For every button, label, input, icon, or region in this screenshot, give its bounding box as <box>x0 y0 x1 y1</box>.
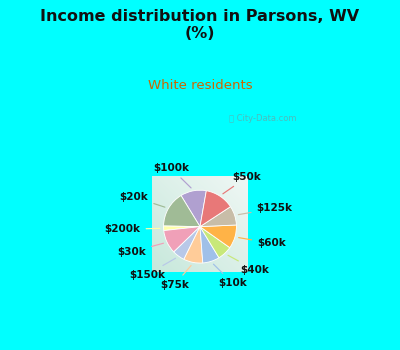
Wedge shape <box>200 206 236 227</box>
Text: $30k: $30k <box>118 243 164 257</box>
Text: $200k: $200k <box>105 224 160 234</box>
Text: ⓘ City-Data.com: ⓘ City-Data.com <box>229 114 296 123</box>
Wedge shape <box>174 227 200 259</box>
Text: $150k: $150k <box>129 258 176 280</box>
Wedge shape <box>200 227 219 263</box>
Text: $125k: $125k <box>238 203 292 215</box>
Text: $100k: $100k <box>153 163 191 188</box>
Text: $20k: $20k <box>120 192 165 207</box>
Text: $50k: $50k <box>223 172 262 194</box>
Text: Income distribution in Parsons, WV
(%): Income distribution in Parsons, WV (%) <box>40 9 360 41</box>
Wedge shape <box>200 227 230 258</box>
Text: $75k: $75k <box>160 265 191 290</box>
Text: $40k: $40k <box>228 255 270 275</box>
Text: $60k: $60k <box>239 238 286 248</box>
Wedge shape <box>164 227 200 252</box>
Wedge shape <box>181 190 206 227</box>
Wedge shape <box>200 225 236 248</box>
Wedge shape <box>200 191 230 227</box>
Wedge shape <box>164 226 200 231</box>
Text: White residents: White residents <box>148 79 252 92</box>
Wedge shape <box>164 196 200 227</box>
Text: $10k: $10k <box>214 264 247 288</box>
Wedge shape <box>184 227 203 263</box>
